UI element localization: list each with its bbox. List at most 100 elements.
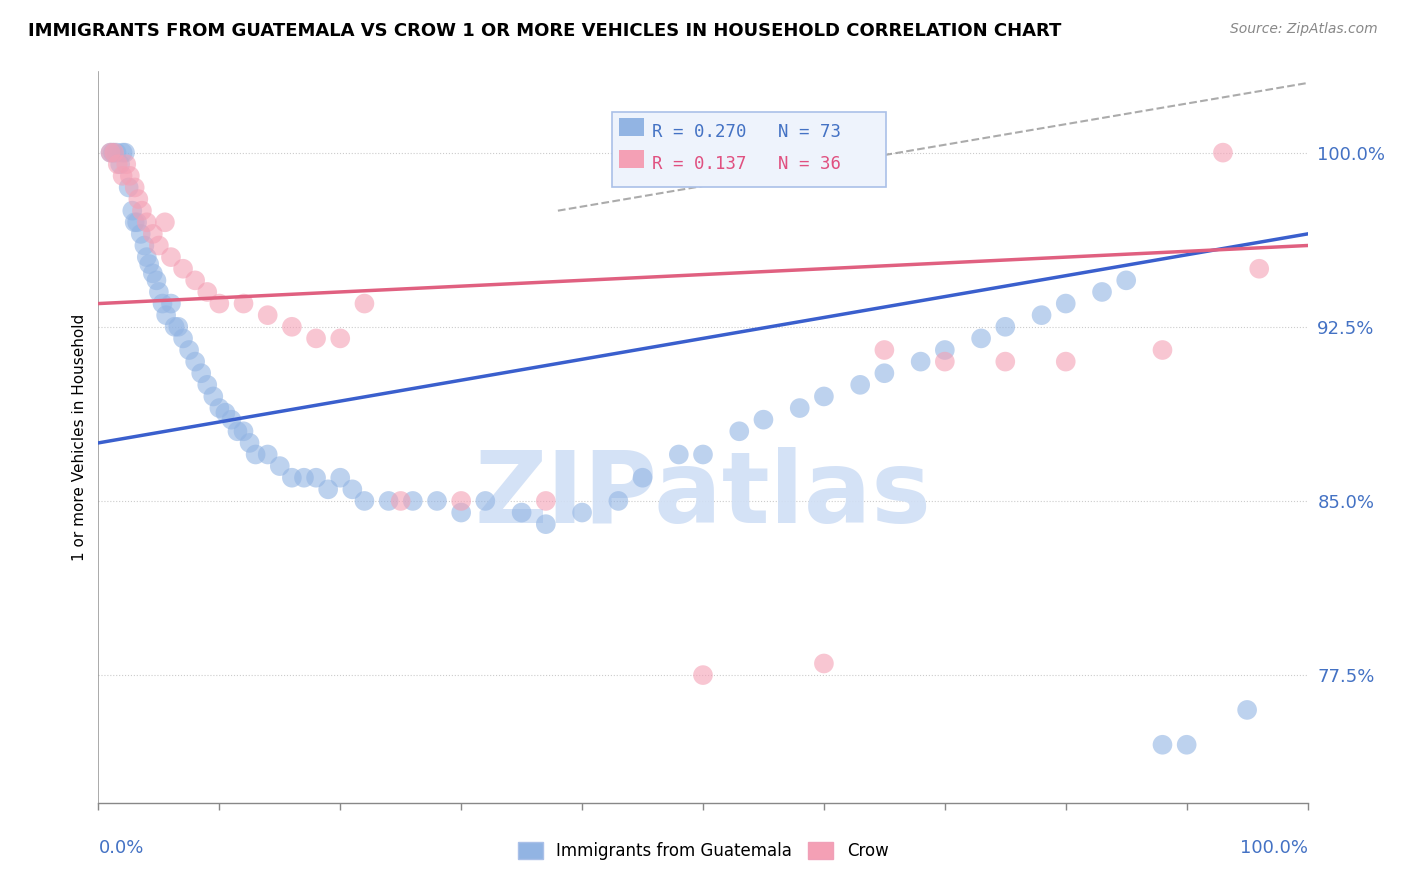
Point xyxy=(329,331,352,345)
Point xyxy=(1175,738,1198,752)
Point xyxy=(789,401,811,415)
Point xyxy=(114,145,136,160)
Point xyxy=(571,506,593,520)
Point xyxy=(208,296,231,310)
Point xyxy=(474,494,496,508)
Point xyxy=(163,319,186,334)
Point xyxy=(607,494,630,508)
Point xyxy=(108,157,131,171)
Text: R = 0.270   N = 73: R = 0.270 N = 73 xyxy=(652,123,841,141)
Point xyxy=(221,412,243,426)
Text: R = 0.137   N = 36: R = 0.137 N = 36 xyxy=(652,155,841,173)
Point xyxy=(1212,145,1234,160)
Point xyxy=(239,436,262,450)
Point xyxy=(305,331,328,345)
Text: IMMIGRANTS FROM GUATEMALA VS CROW 1 OR MORE VEHICLES IN HOUSEHOLD CORRELATION CH: IMMIGRANTS FROM GUATEMALA VS CROW 1 OR M… xyxy=(28,22,1062,40)
Point xyxy=(155,308,177,322)
Point xyxy=(111,169,134,183)
Point xyxy=(692,668,714,682)
Point xyxy=(100,145,122,160)
Point xyxy=(107,157,129,171)
Point xyxy=(101,145,124,160)
Point xyxy=(148,238,170,252)
Point xyxy=(353,494,375,508)
Point xyxy=(160,296,183,310)
Point xyxy=(214,406,236,420)
Point xyxy=(873,343,896,357)
Point xyxy=(692,448,714,462)
Point xyxy=(127,215,149,229)
Point xyxy=(934,354,956,368)
Point xyxy=(100,145,122,160)
Point xyxy=(190,366,212,380)
Point xyxy=(510,506,533,520)
Point xyxy=(124,180,146,194)
Point xyxy=(145,273,167,287)
Point xyxy=(377,494,399,508)
Point xyxy=(127,192,149,206)
Point xyxy=(281,319,304,334)
Point xyxy=(813,389,835,403)
Point xyxy=(353,296,375,310)
Point xyxy=(450,494,472,508)
Point xyxy=(131,203,153,218)
Point xyxy=(389,494,412,508)
Point xyxy=(329,471,352,485)
Point xyxy=(1152,738,1174,752)
Point xyxy=(1054,296,1077,310)
Point xyxy=(226,424,249,438)
Point xyxy=(124,215,146,229)
Point xyxy=(245,448,267,462)
Legend: Immigrants from Guatemala, Crow: Immigrants from Guatemala, Crow xyxy=(517,842,889,860)
Point xyxy=(179,343,201,357)
Point xyxy=(450,506,472,520)
Point xyxy=(142,266,165,280)
Point xyxy=(849,377,872,392)
Point xyxy=(105,145,128,160)
Point xyxy=(208,401,231,415)
Point xyxy=(111,145,134,160)
Point xyxy=(752,412,775,426)
Point xyxy=(910,354,932,368)
Point xyxy=(134,238,156,252)
Point xyxy=(184,354,207,368)
Point xyxy=(305,471,328,485)
Point xyxy=(142,227,165,241)
Point xyxy=(152,296,174,310)
Text: 0.0%: 0.0% xyxy=(98,839,143,857)
Point xyxy=(269,459,291,474)
Point xyxy=(426,494,449,508)
Point xyxy=(934,343,956,357)
Point xyxy=(668,448,690,462)
Point xyxy=(103,145,125,160)
Point xyxy=(994,354,1017,368)
Point xyxy=(1236,703,1258,717)
Point xyxy=(342,483,364,497)
Point xyxy=(534,494,557,508)
Point xyxy=(281,471,304,485)
Point xyxy=(121,203,143,218)
Point xyxy=(402,494,425,508)
Point xyxy=(873,366,896,380)
Point xyxy=(160,250,183,264)
Text: 100.0%: 100.0% xyxy=(1240,839,1308,857)
Point xyxy=(813,657,835,671)
Point xyxy=(1152,343,1174,357)
Point xyxy=(118,180,141,194)
Point xyxy=(135,215,157,229)
Point xyxy=(256,308,278,322)
Point xyxy=(153,215,176,229)
Point xyxy=(167,319,190,334)
Point xyxy=(1115,273,1137,287)
Point xyxy=(631,471,654,485)
Point xyxy=(728,424,751,438)
Point xyxy=(534,517,557,532)
Text: Source: ZipAtlas.com: Source: ZipAtlas.com xyxy=(1230,22,1378,37)
Point xyxy=(970,331,993,345)
Point xyxy=(994,319,1017,334)
Point xyxy=(129,227,152,241)
Point xyxy=(316,483,339,497)
Text: ZIPatlas: ZIPatlas xyxy=(475,447,931,544)
Point xyxy=(115,157,138,171)
Point xyxy=(138,257,160,271)
